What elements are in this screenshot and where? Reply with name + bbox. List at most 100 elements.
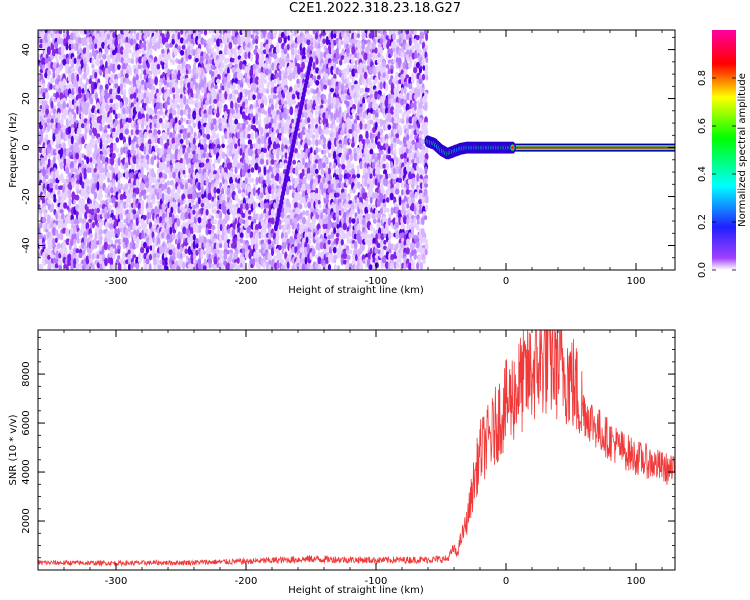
noise-cell bbox=[77, 158, 82, 164]
noise-cell bbox=[284, 152, 288, 159]
noise-cell bbox=[148, 57, 152, 64]
noise-cell bbox=[184, 248, 189, 255]
noise-cell bbox=[333, 123, 337, 130]
noise-cell bbox=[141, 79, 145, 86]
noise-cell bbox=[192, 49, 197, 56]
noise-cell bbox=[237, 198, 241, 207]
noise-cell bbox=[327, 79, 332, 86]
noise-cell bbox=[296, 213, 301, 222]
noise-cell bbox=[252, 187, 256, 197]
noise-cell bbox=[179, 246, 183, 254]
noise-cell bbox=[83, 218, 87, 224]
noise-cell bbox=[171, 137, 176, 145]
noise-cell bbox=[325, 194, 329, 200]
noise-cell bbox=[80, 112, 84, 121]
noise-cell bbox=[356, 197, 360, 206]
noise-cell bbox=[288, 185, 292, 191]
noise-cell bbox=[257, 92, 262, 102]
noise-cell bbox=[223, 217, 228, 225]
noise-cell bbox=[268, 244, 272, 250]
noise-cell bbox=[283, 242, 287, 250]
noise-cell bbox=[79, 30, 83, 35]
noise-cell bbox=[99, 257, 103, 266]
noise-cell bbox=[78, 252, 83, 259]
noise-cell bbox=[96, 254, 100, 259]
noise-cell bbox=[218, 210, 223, 220]
noise-cell bbox=[225, 262, 231, 270]
noise-cell bbox=[327, 220, 332, 230]
noise-cell bbox=[325, 263, 329, 270]
noise-cell bbox=[76, 139, 80, 147]
noise-cell bbox=[164, 243, 168, 250]
noise-cell bbox=[210, 254, 215, 260]
noise-cell bbox=[356, 92, 360, 99]
noise-cell bbox=[67, 126, 72, 135]
noise-cell bbox=[345, 179, 350, 187]
noise-cell bbox=[81, 181, 85, 190]
noise-cell bbox=[315, 154, 320, 160]
noise-cell bbox=[218, 155, 223, 160]
noise-cell bbox=[250, 177, 255, 183]
noise-cell bbox=[124, 73, 129, 79]
noise-cell bbox=[213, 98, 218, 104]
noise-cell bbox=[176, 185, 181, 195]
noise-cell bbox=[192, 209, 196, 215]
noise-cell bbox=[255, 176, 259, 186]
noise-cell bbox=[171, 158, 176, 165]
noise-cell bbox=[223, 37, 228, 46]
noise-cell bbox=[297, 65, 301, 75]
noise-cell bbox=[257, 30, 262, 34]
noise-cell bbox=[200, 251, 204, 260]
noise-cell bbox=[145, 67, 149, 75]
noise-cell bbox=[320, 167, 324, 176]
noise-cell bbox=[275, 47, 280, 54]
noise-cell bbox=[224, 206, 227, 216]
noise-cell bbox=[169, 98, 173, 104]
noise-cell bbox=[354, 135, 357, 145]
noise-cell bbox=[171, 233, 176, 240]
noise-cell bbox=[192, 78, 196, 86]
noise-cell bbox=[172, 93, 176, 100]
noise-cell bbox=[356, 167, 360, 176]
noise-cell bbox=[158, 54, 163, 62]
noise-cell bbox=[254, 242, 259, 251]
noise-cell bbox=[148, 42, 152, 50]
noise-cell bbox=[304, 128, 308, 134]
noise-cell bbox=[348, 138, 353, 144]
noise-cell bbox=[166, 31, 170, 40]
noise-cell bbox=[161, 177, 166, 184]
noise-cell bbox=[226, 214, 230, 221]
noise-cell bbox=[180, 117, 184, 124]
noise-cell bbox=[247, 42, 251, 49]
noise-cell bbox=[246, 226, 251, 234]
noise-cell bbox=[250, 132, 254, 141]
noise-cell bbox=[205, 170, 209, 180]
noise-cell bbox=[117, 94, 121, 101]
noise-cell bbox=[197, 263, 202, 270]
noise-cell bbox=[145, 181, 150, 189]
noise-cell bbox=[210, 215, 215, 221]
noise-cell bbox=[327, 140, 332, 150]
noise-cell bbox=[208, 203, 212, 209]
noise-cell bbox=[179, 93, 183, 99]
noise-cell bbox=[98, 193, 104, 199]
noise-cell bbox=[250, 34, 255, 39]
noise-cell bbox=[160, 43, 163, 49]
noise-cell bbox=[138, 80, 142, 86]
noise-cell bbox=[153, 42, 158, 52]
noise-cell bbox=[369, 181, 374, 190]
noise-cell bbox=[275, 137, 280, 145]
noise-cell bbox=[133, 214, 137, 220]
noise-cell bbox=[273, 94, 277, 100]
noise-cell bbox=[167, 52, 171, 60]
noise-cell bbox=[318, 125, 322, 135]
noise-cell bbox=[271, 187, 274, 196]
noise-cell bbox=[315, 131, 319, 139]
noise-cell bbox=[227, 228, 231, 234]
noise-cell bbox=[83, 71, 87, 80]
noise-cell bbox=[371, 41, 376, 50]
noise-cell bbox=[187, 45, 191, 55]
noise-cell bbox=[110, 187, 114, 194]
noise-cell bbox=[234, 50, 238, 60]
noise-cell bbox=[255, 120, 260, 125]
